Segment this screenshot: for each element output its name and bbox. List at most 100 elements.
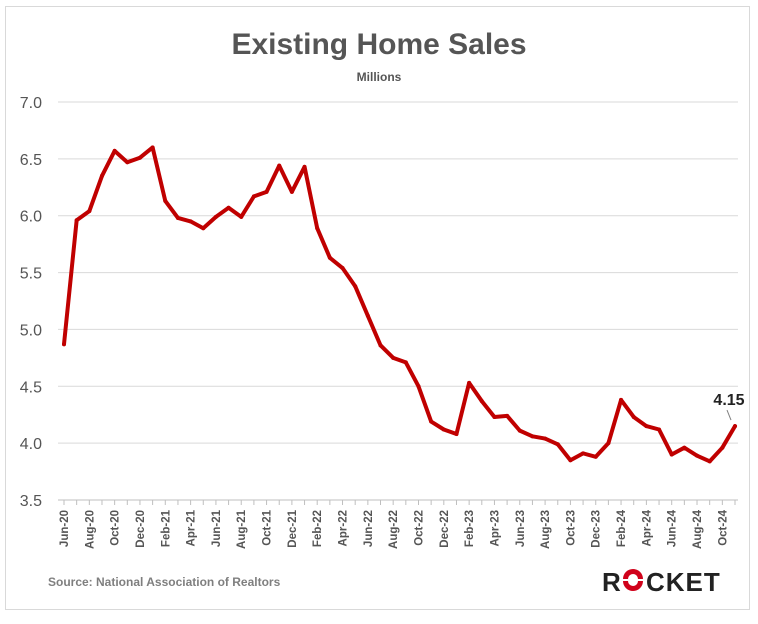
x-tick-label: Apr-24 [641, 509, 653, 546]
data-point [391, 355, 396, 360]
chart-title: Existing Home Sales [231, 28, 527, 61]
x-tick-label: Jun-23 [515, 510, 527, 547]
data-point [720, 445, 725, 450]
x-tick-label: Dec-21 [287, 509, 299, 547]
data-point [74, 218, 79, 223]
data-point [289, 189, 294, 194]
data-point [378, 343, 383, 348]
x-tick-label: Aug-22 [388, 510, 400, 549]
data-point [340, 266, 345, 271]
data-point [631, 414, 636, 419]
data-point [251, 194, 256, 199]
data-point [669, 452, 674, 457]
x-tick-label: Aug-23 [540, 510, 552, 549]
x-tick-label: Oct-21 [262, 509, 274, 545]
data-point [226, 205, 231, 210]
x-tick-label: Apr-21 [186, 509, 198, 546]
data-point [302, 164, 307, 169]
data-point [619, 397, 624, 402]
x-tick-label: Feb-22 [312, 510, 324, 547]
data-point [530, 434, 535, 439]
data-point [315, 226, 320, 231]
data-point [163, 198, 168, 203]
data-point [150, 145, 155, 150]
data-point [644, 424, 649, 429]
data-point [517, 428, 522, 433]
y-tick-label: 6.5 [20, 152, 42, 169]
data-point [175, 215, 180, 220]
x-tick-label: Oct-22 [413, 510, 425, 546]
data-point [213, 214, 218, 219]
x-tick-label: Feb-23 [464, 510, 476, 547]
data-point [87, 209, 92, 214]
data-point [707, 459, 712, 464]
data-point [277, 163, 282, 168]
data-point [137, 155, 142, 160]
data-point [479, 399, 484, 404]
data-point [365, 313, 370, 318]
data-point [403, 360, 408, 365]
y-tick-label: 4.0 [20, 436, 42, 453]
y-tick-label: 6.0 [20, 209, 42, 226]
x-axis: Jun-20 Aug-20 Oct-20 Dec-20 Feb-21 Apr-21 Jun-… [59, 500, 736, 549]
data-point [555, 442, 560, 447]
end-value-label: 4.15 [713, 392, 744, 409]
series-layer [62, 145, 737, 464]
chart-frame [5, 6, 750, 610]
chart-subtitle: Millions [356, 70, 402, 84]
svg-text:R: R [602, 567, 622, 596]
data-point [99, 173, 104, 178]
data-point [593, 454, 598, 459]
y-axis: 7.0 6.5 6.0 5.5 5.0 4.5 4.0 3.5 [20, 95, 42, 510]
data-point [733, 424, 737, 429]
data-point [543, 436, 548, 441]
x-tick-label: Aug-20 [84, 510, 96, 549]
source-note: Source: National Association of Realtors [48, 575, 281, 589]
y-tick-label: 4.5 [20, 379, 42, 396]
x-tick-label: Oct-23 [565, 510, 577, 546]
data-point [327, 255, 332, 260]
data-point [492, 414, 497, 419]
data-point [239, 214, 244, 219]
x-tick-label: Jun-22 [363, 510, 375, 547]
data-point [682, 445, 687, 450]
x-tick-label: Jun-20 [59, 510, 71, 547]
x-tick-label: Jun-24 [667, 509, 679, 547]
data-point [429, 419, 434, 424]
data-point [467, 380, 472, 385]
data-point [112, 148, 117, 153]
annotation-leader [726, 409, 732, 421]
data-point [188, 219, 193, 224]
data-point [353, 284, 358, 289]
data-point [581, 451, 586, 456]
data-point [505, 413, 510, 418]
x-tick-label: Feb-24 [616, 509, 628, 547]
rocket-logo: R CKET [602, 567, 721, 596]
x-tick-label: Apr-23 [489, 510, 501, 546]
data-point [125, 160, 130, 165]
x-tick-label: Jun-21 [211, 509, 223, 547]
x-tick-label: Dec-23 [591, 510, 603, 548]
annotations: 4.15 [713, 392, 745, 421]
x-tick-label: Apr-22 [338, 510, 350, 546]
data-point [657, 427, 662, 432]
data-point [695, 453, 700, 458]
svg-text:CKET: CKET [646, 567, 721, 596]
y-tick-label: 7.0 [20, 95, 42, 112]
data-point [201, 226, 206, 231]
series-line [62, 145, 737, 464]
x-tick-label: Dec-22 [439, 510, 451, 548]
x-tick-label: Feb-21 [160, 509, 172, 547]
data-point [62, 342, 66, 347]
data-point [568, 458, 573, 463]
x-tick-label: Dec-20 [135, 510, 147, 548]
gridlines [58, 101, 738, 501]
data-point [454, 432, 459, 437]
data-point [441, 427, 446, 432]
x-tick-label: Aug-24 [692, 509, 704, 549]
x-tick-label: Oct-20 [110, 510, 122, 546]
x-tick-label: Aug-21 [236, 509, 248, 549]
y-tick-label: 5.0 [20, 322, 42, 339]
y-tick-label: 5.5 [20, 266, 42, 283]
